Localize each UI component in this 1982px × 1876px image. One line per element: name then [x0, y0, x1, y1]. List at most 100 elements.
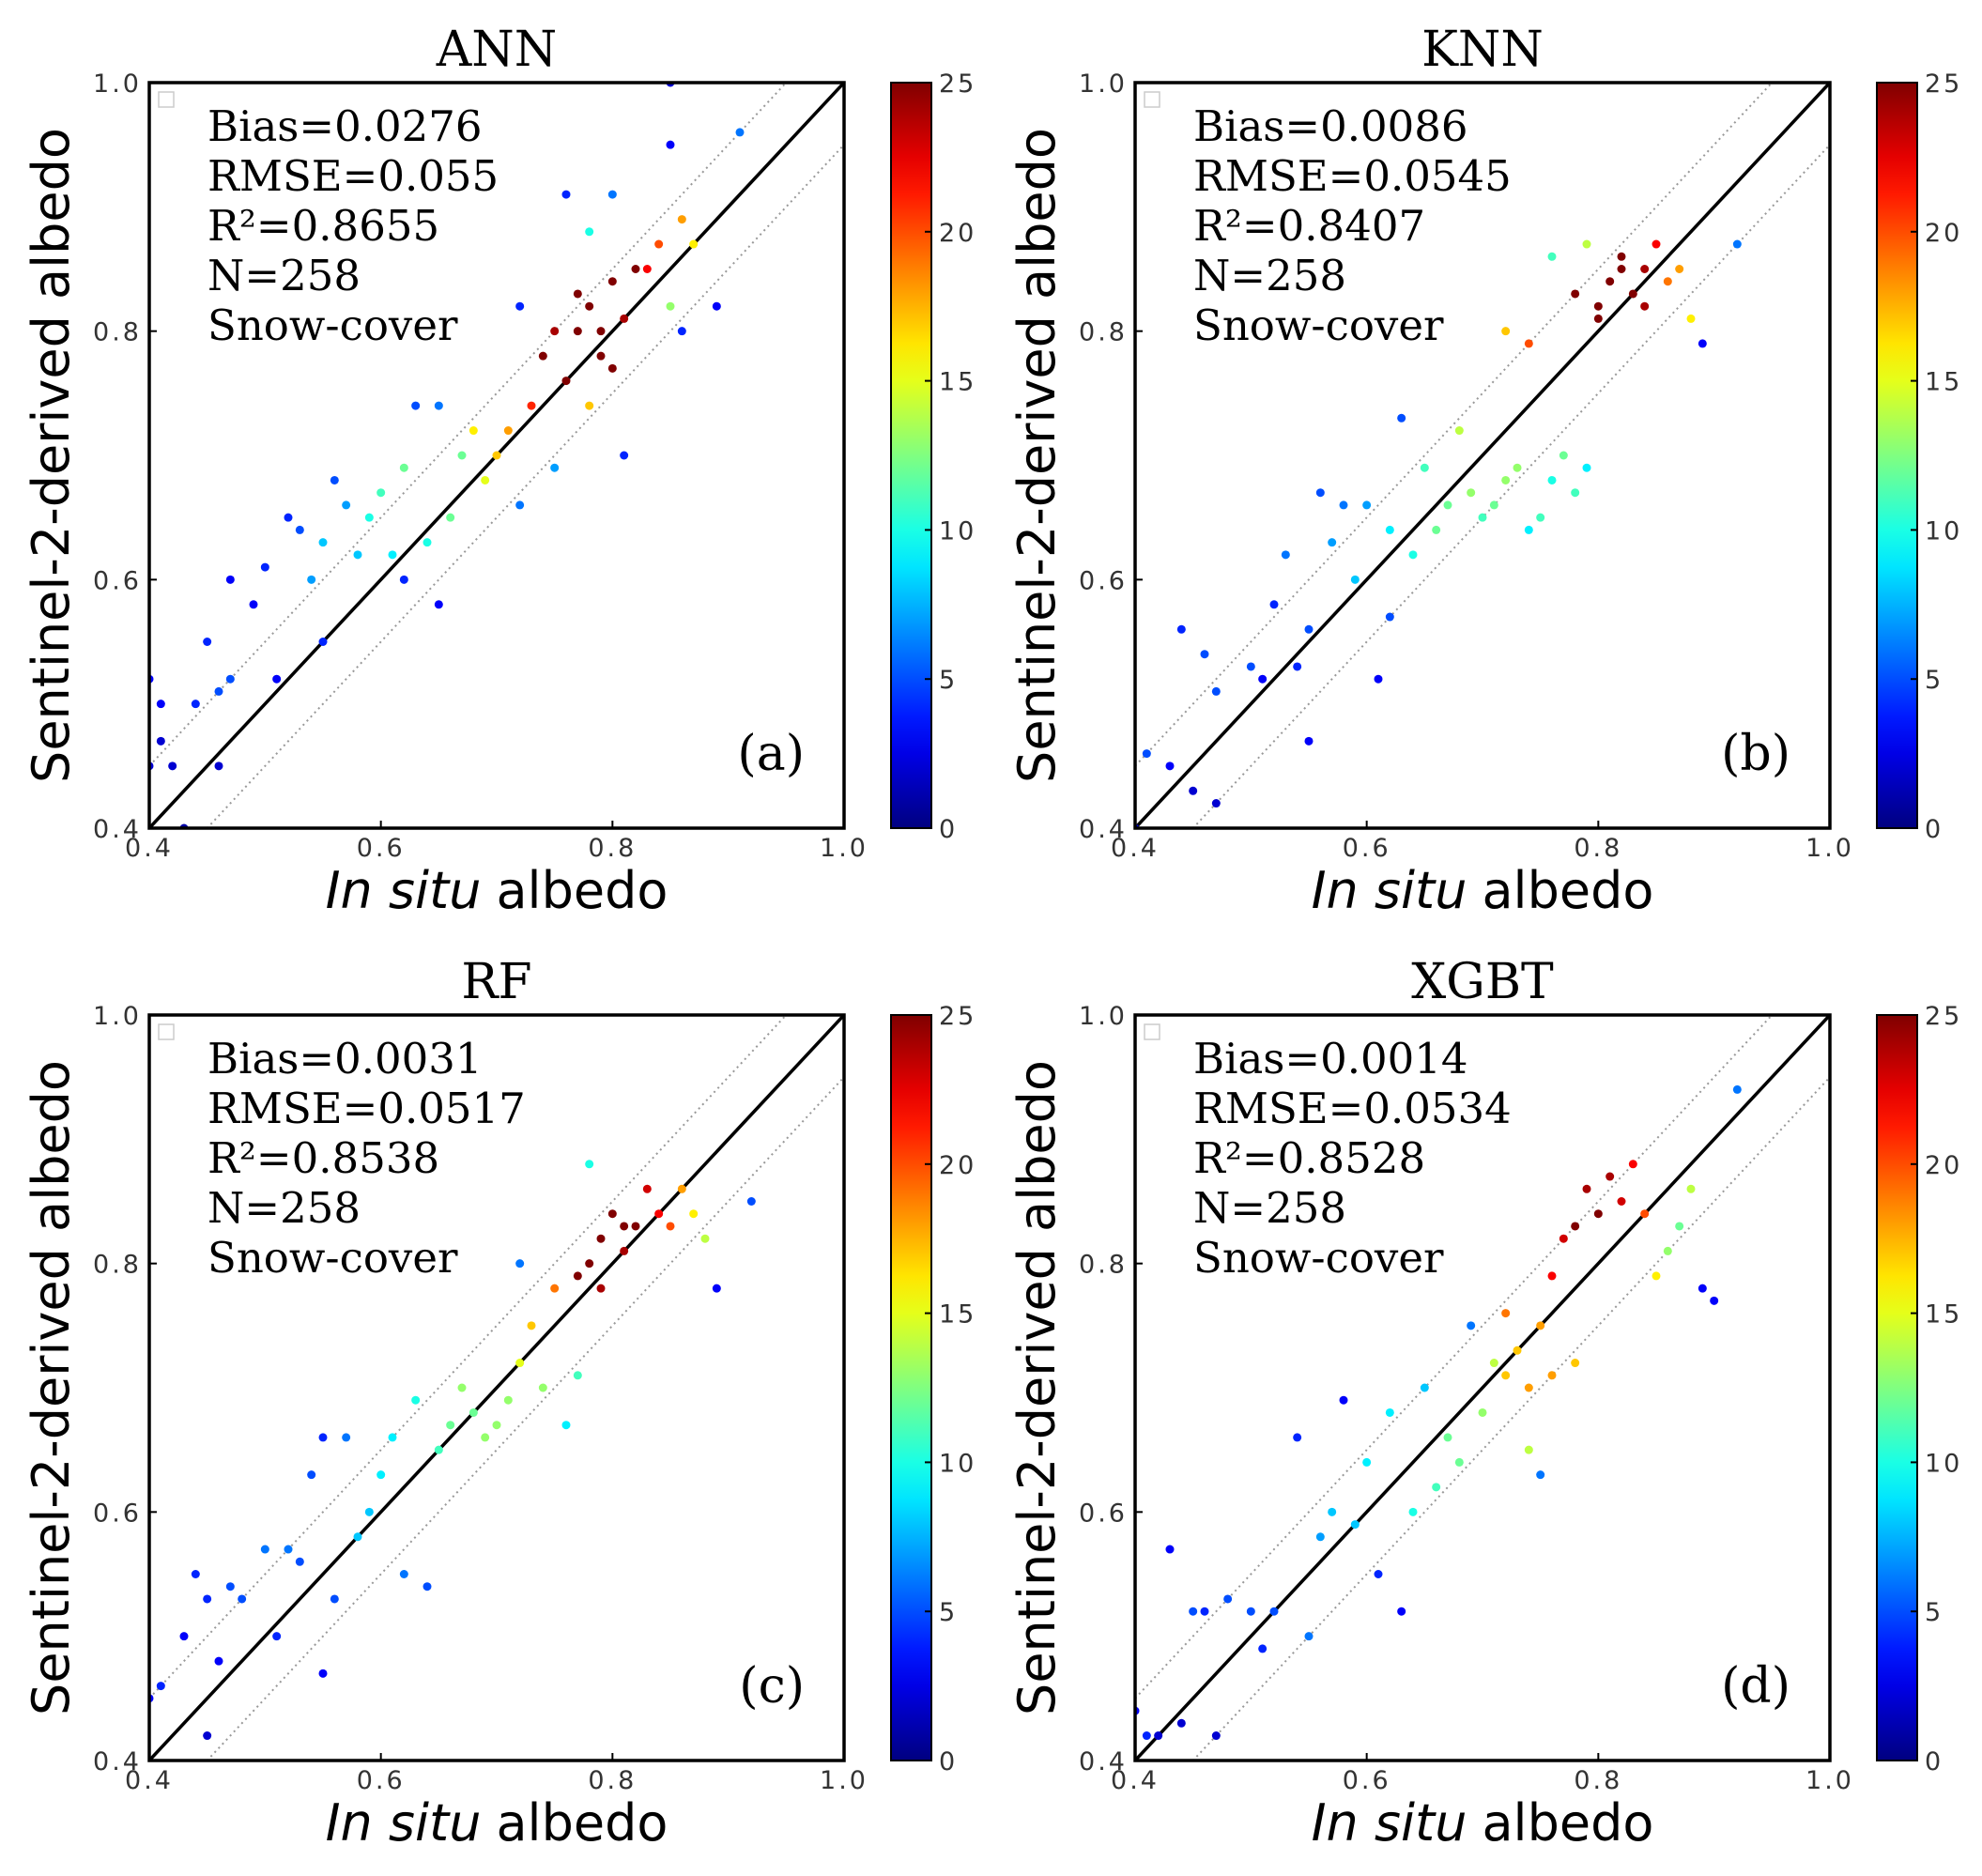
point: [1408, 1507, 1418, 1516]
point: [1142, 1731, 1151, 1741]
y-tick-label: 0.6: [1079, 1499, 1128, 1528]
plot-frame: [1133, 1013, 1832, 1762]
point: [550, 1284, 560, 1293]
stat-text: Bias=0.0031: [207, 1034, 483, 1084]
x-tick-label: 0.4: [125, 1766, 174, 1795]
point: [1293, 662, 1302, 671]
y-tick-label: 0.8: [1079, 1251, 1128, 1280]
point: [272, 1632, 282, 1641]
x-tick-label: 0.6: [1343, 834, 1391, 863]
point: [538, 1383, 547, 1392]
point: [1293, 1433, 1302, 1442]
point: [1501, 475, 1511, 484]
point: [1443, 1433, 1452, 1442]
point: [642, 1184, 652, 1193]
y-tick-label: 1.0: [93, 1002, 142, 1031]
stat-text: Snow-cover: [1193, 300, 1444, 350]
x-axis-label-text: albedo: [496, 1793, 668, 1853]
point: [1385, 612, 1394, 622]
x-axis-label-text: albedo: [1482, 1793, 1653, 1853]
point: [573, 289, 582, 299]
point: [1617, 1197, 1626, 1206]
colorbar-tick-label: 20: [1925, 219, 1962, 248]
point: [342, 500, 351, 510]
point: [1536, 1470, 1545, 1480]
point: [1582, 239, 1591, 249]
point: [1513, 463, 1522, 472]
point: [295, 525, 304, 534]
point: [1189, 786, 1198, 795]
point: [1489, 1359, 1498, 1368]
point: [607, 1209, 617, 1219]
point: [515, 301, 525, 311]
x-axis-label: In situ albedo: [326, 1793, 668, 1853]
point: [666, 1222, 675, 1231]
point: [596, 1284, 606, 1293]
stat-text: Bias=0.0086: [1193, 101, 1468, 151]
point: [585, 401, 594, 410]
point: [225, 575, 235, 584]
colorbar: [890, 82, 932, 829]
panel: ANN 0.4 0.6 0.8 1.0 0.4 0.6 0.8 1.0 Bias=0.0276RM…: [22, 22, 976, 920]
stat-text: R²=0.8528: [1193, 1133, 1425, 1183]
stat-text: Bias=0.0014: [1193, 1034, 1468, 1084]
point: [538, 351, 547, 361]
point: [1606, 277, 1615, 286]
y-axis-label: Sentinel-2-derived albedo: [1007, 1060, 1067, 1715]
x-axis-label-italic: In situ: [326, 861, 482, 920]
point: [1640, 301, 1650, 311]
colorbar-tick-label: 5: [939, 1598, 958, 1627]
point: [654, 1209, 664, 1219]
point: [1710, 1296, 1719, 1305]
point: [1454, 1457, 1464, 1467]
x-tick-label: 0.8: [588, 834, 637, 863]
point: [620, 451, 629, 460]
point: [168, 761, 177, 771]
colorbar-tick-label: 25: [939, 1002, 976, 1031]
reference-line: [1191, 144, 1830, 828]
point: [1478, 513, 1487, 522]
point: [457, 451, 467, 460]
point: [1339, 1395, 1348, 1405]
point: [585, 301, 594, 311]
point: [1304, 1632, 1314, 1641]
point: [399, 575, 408, 584]
point: [1571, 289, 1580, 299]
point: [1536, 1321, 1545, 1330]
x-tick-label: 0.8: [588, 1766, 637, 1795]
stat-text: R²=0.8538: [207, 1133, 439, 1183]
point: [469, 1407, 478, 1417]
point: [214, 686, 223, 696]
point: [735, 128, 745, 137]
point: [677, 327, 686, 336]
y-tick-label: 1.0: [93, 69, 142, 99]
panel-title: RF: [461, 954, 531, 1010]
point: [1246, 662, 1255, 671]
point: [573, 1271, 582, 1281]
panel-label: (b): [1721, 726, 1790, 782]
point: [1593, 314, 1603, 323]
point: [1536, 513, 1545, 522]
stat-text: Snow-cover: [207, 300, 458, 350]
point: [503, 426, 513, 436]
point: [712, 301, 721, 311]
point: [1628, 289, 1637, 299]
point: [700, 1234, 710, 1243]
colorbar-tick-label: 10: [1925, 1449, 1962, 1478]
reference-line: [206, 144, 844, 828]
point: [249, 600, 258, 609]
point: [1154, 1731, 1163, 1741]
point: [388, 1433, 397, 1442]
point: [1374, 674, 1383, 684]
point: [1686, 314, 1696, 323]
colorbar-tick-label: 0: [1925, 1747, 1944, 1776]
point: [1606, 1172, 1615, 1181]
point: [1559, 451, 1568, 460]
x-tick-label: 1.0: [820, 834, 868, 863]
point: [1628, 1160, 1637, 1169]
colorbar-tick-label: 10: [939, 516, 976, 546]
reference-line: [206, 1076, 844, 1761]
x-tick-label: 0.8: [1574, 834, 1622, 863]
x-tick-label: 1.0: [1805, 834, 1854, 863]
plot-frame: [1133, 81, 1832, 830]
